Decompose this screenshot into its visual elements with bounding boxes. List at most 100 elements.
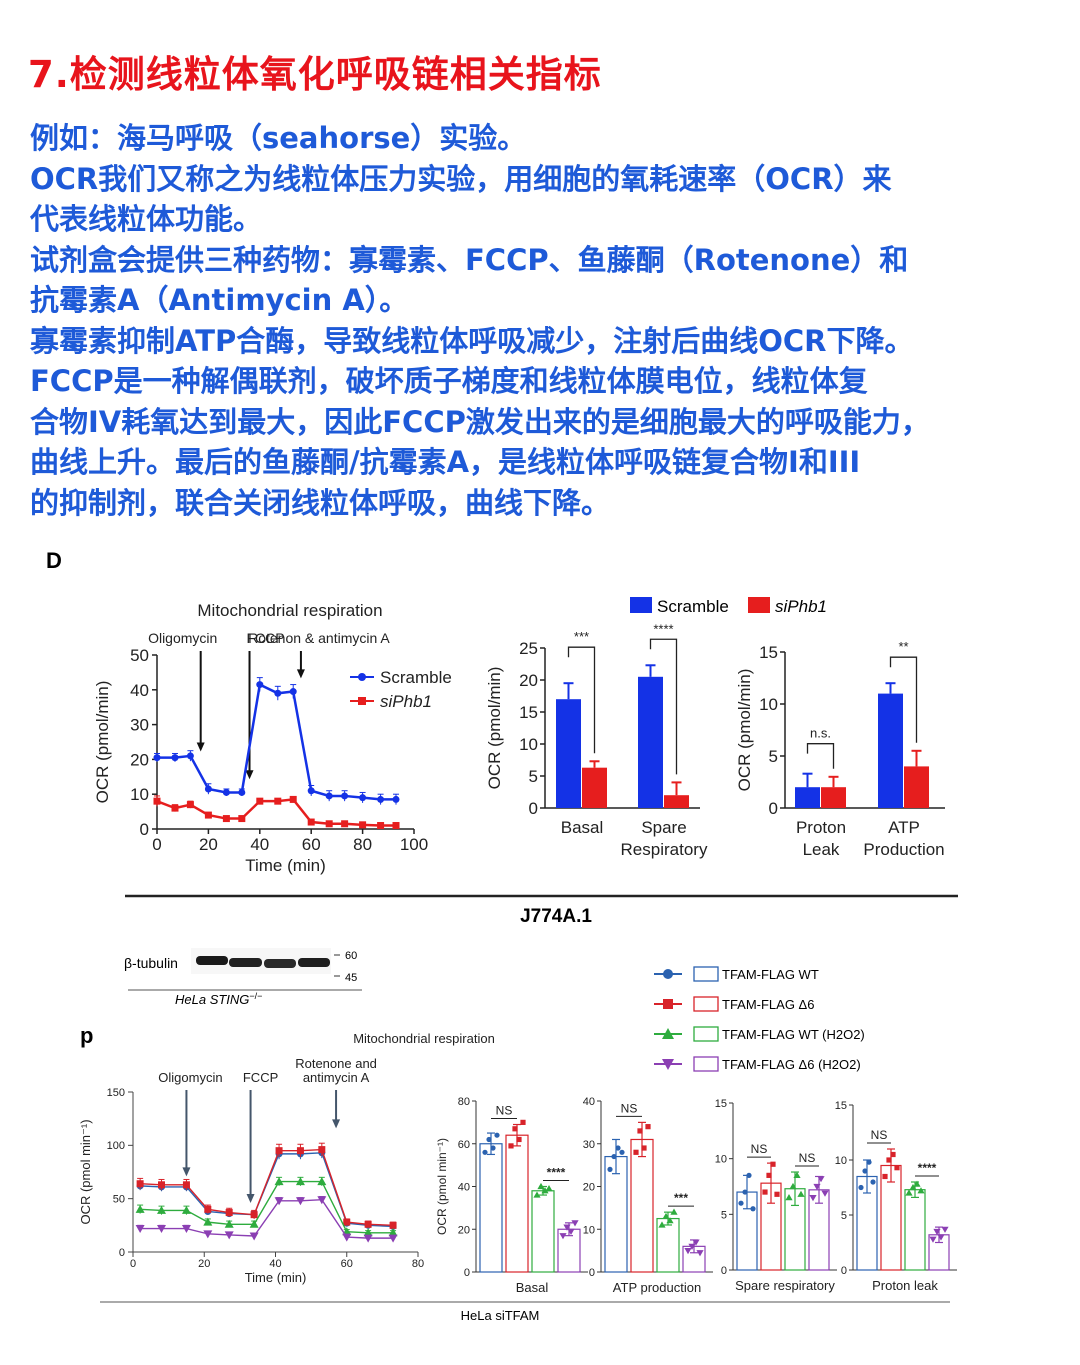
data-point (750, 1206, 756, 1212)
y-tick-label: 40 (130, 681, 149, 700)
wb-band (264, 959, 296, 968)
annotation-label: Oligomycin (148, 630, 217, 646)
legend-tfam-wt-h2o2: TFAM-FLAG WT (H2O2) (654, 1026, 865, 1042)
category-label: Leak (803, 840, 840, 859)
data-point (238, 788, 246, 796)
cell-line-label: HeLa siTFAM (461, 1308, 540, 1323)
x-axis-label: Spare respiratory (735, 1278, 835, 1293)
text-line: 代表线粒体功能。 (30, 202, 263, 236)
data-point (684, 1248, 692, 1255)
wb-marker-45: 45 (345, 972, 357, 984)
data-point (186, 801, 194, 809)
significance-label: **** (653, 621, 673, 636)
y-tick-label: 0 (769, 799, 778, 818)
data-point (929, 1236, 937, 1243)
text-line: 例如：海马呼吸（seahorse）实验。 (30, 121, 527, 155)
data-point (153, 797, 161, 805)
legend-box (693, 1056, 719, 1072)
legend-marker (662, 1028, 674, 1039)
data-point (388, 1234, 398, 1243)
y-tick-label: 60 (458, 1139, 470, 1151)
x-axis-label: Basal (516, 1280, 549, 1295)
data-point (637, 1128, 643, 1134)
y-tick-label: 15 (715, 1098, 727, 1110)
y-tick-label: 5 (769, 747, 778, 766)
arrow-head (296, 669, 305, 679)
data-point (809, 1195, 817, 1202)
x-axis-label: ATP production (613, 1280, 701, 1295)
data-point (307, 818, 315, 826)
data-point (789, 1182, 797, 1190)
x-axis-label: Proton leak (872, 1278, 938, 1293)
data-point (813, 1183, 821, 1191)
text-line: 寡霉素抑制ATP合酶，导致线粒体呼吸减少，注射后曲线OCR下降。 (30, 323, 914, 358)
x-tick-label: 100 (400, 835, 428, 854)
figure-d: D Scramble siPhb1 J774A.1 0 20 40 60 80 10001… (46, 548, 958, 927)
bar (630, 1138, 654, 1273)
data-point (890, 1151, 896, 1158)
data-point (343, 1218, 351, 1226)
legend-tfam-wt: TFAM-FLAG WT (654, 966, 819, 982)
data-point (797, 1190, 805, 1197)
data-point (225, 1209, 233, 1217)
category-label: Spare (641, 818, 686, 837)
data-point (224, 1231, 234, 1240)
arrow-head (196, 742, 205, 752)
y-tick-label: 0 (529, 799, 538, 818)
legend-marker (662, 1059, 674, 1070)
x-tick-label: 80 (353, 835, 372, 854)
y-tick-label: 20 (458, 1224, 470, 1236)
y-tick-label: 40 (458, 1182, 470, 1194)
wb-marker-60: 60 (345, 950, 357, 962)
data-point (256, 797, 264, 805)
data-point (135, 1204, 145, 1213)
y-tick-label: 0 (140, 820, 149, 839)
data-point (181, 1225, 191, 1234)
arrow-head (246, 1194, 255, 1203)
y-tick-label: 0 (464, 1267, 470, 1279)
panel-label-p: p (80, 1023, 93, 1048)
y-tick-label: 10 (519, 735, 538, 754)
data-point (516, 1136, 522, 1143)
data-point (377, 795, 385, 803)
data-point (862, 1168, 868, 1174)
text-line: 抗霉素A（Antimycin A）。 (30, 283, 409, 317)
data-point (762, 1189, 768, 1195)
wb-cell-label: HeLa STING−/− (175, 991, 262, 1007)
data-point (135, 1225, 145, 1234)
data-point (785, 1194, 793, 1201)
text-line: 合物IV耗氧达到最大，因此FCCP激发出来的是细胞最大的呼吸能力， (30, 404, 930, 439)
data-point (392, 795, 400, 803)
legend-tfam-d6: TFAM-FLAG Δ6 (654, 996, 814, 1012)
annotation-label: FCCP (243, 1070, 278, 1085)
data-point (933, 1228, 941, 1236)
y-axis-label: OCR (pmol/min) (735, 669, 754, 792)
data-point (377, 822, 385, 830)
data-point (913, 1180, 921, 1187)
data-point (645, 1124, 651, 1130)
significance-label: **** (547, 1166, 566, 1180)
y-tick-label: 0 (119, 1247, 125, 1259)
data-point (256, 681, 264, 689)
data-point (157, 1225, 166, 1234)
data-point (181, 1205, 191, 1214)
data-point (289, 688, 297, 696)
data-point (774, 1191, 780, 1197)
data-point (204, 811, 212, 819)
wb-band (298, 958, 330, 967)
significance-label: *** (574, 629, 589, 644)
x-tick-label: 80 (412, 1258, 424, 1270)
data-point (611, 1153, 617, 1160)
y-tick-label: 30 (583, 1139, 595, 1151)
y-tick-label: 15 (835, 1100, 847, 1112)
data-point (158, 1181, 165, 1189)
data-point (317, 1196, 327, 1205)
y-tick-label: 15 (759, 643, 778, 662)
legend-label: TFAM-FLAG Δ6 (722, 997, 814, 1012)
y-tick-label: 25 (519, 639, 538, 658)
data-point (508, 1143, 514, 1149)
legend-tfam-d6-h2o2: TFAM-FLAG Δ6 (H2O2) (654, 1056, 861, 1072)
y-tick-label: 80 (458, 1096, 470, 1108)
data-point (238, 815, 246, 823)
text-line: FCCP是一种解偶联剂，破坏质子梯度和线粒体膜电位，线粒体复 (30, 364, 868, 398)
